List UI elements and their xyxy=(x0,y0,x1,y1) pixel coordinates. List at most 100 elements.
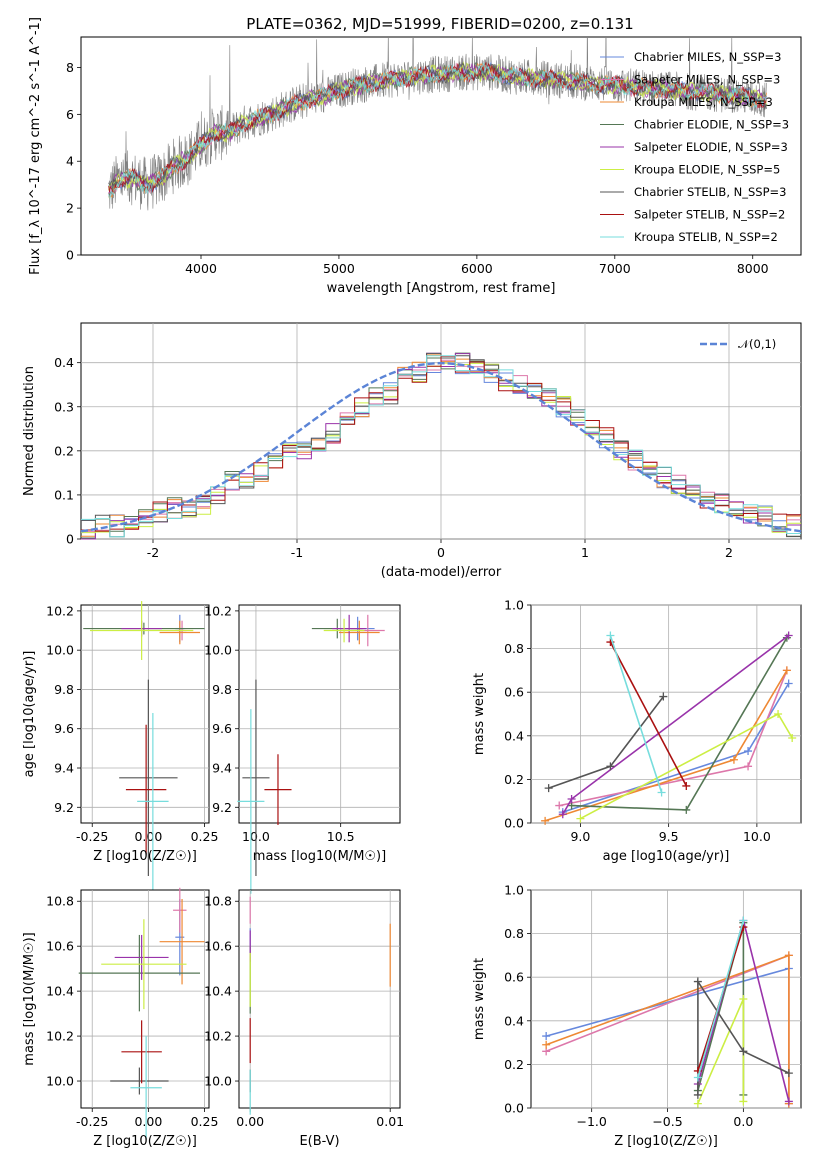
weight-marker xyxy=(739,916,748,925)
spectrum-xtick-label: 5000 xyxy=(323,261,355,276)
weight-marker xyxy=(542,1032,551,1041)
spectrum-xlabel: wavelength [Angstrom, rest frame] xyxy=(327,281,556,296)
mass-vs-Z-xtick-label: -0.25 xyxy=(76,1114,108,1129)
mass-vs-Z-xtick-label: 0.00 xyxy=(134,1114,162,1129)
mass-vs-EBV-axes: 0.00 0.01 10.0 10.2 10.4 10.6 10.8 E(B-V) xyxy=(204,889,404,1149)
weight-vs-Z-xlabel: Z [log10(Z/Z☉)] xyxy=(614,1134,718,1149)
residuals-xlabel: (data-model)/error xyxy=(381,565,502,580)
histogram-kroupa-stelib xyxy=(81,355,801,538)
spectrum-frame xyxy=(80,36,802,256)
weight-marker xyxy=(544,784,553,793)
weight-vs-age-ytick-label: 0.8 xyxy=(504,641,524,656)
weight-marker xyxy=(682,781,691,790)
weight-vs-age-ytick-label: 0.4 xyxy=(504,728,524,743)
age-vs-Z-ytick-label: 10.2 xyxy=(46,603,74,618)
mass-vs-Z-ytick-label: 10.6 xyxy=(46,939,74,954)
weight-marker xyxy=(729,755,738,764)
weight-marker xyxy=(788,733,797,742)
weight-vs-age-xlabel: age [log10(age/yr)] xyxy=(603,849,730,864)
weight-marker xyxy=(784,631,793,640)
spectrum-xtick-label: 7000 xyxy=(599,261,631,276)
weight-marker xyxy=(682,805,691,814)
legend-label: Salpeter MILES, N_SSP=3 xyxy=(634,73,780,87)
mass-vs-EBV-xtick-label: 0.01 xyxy=(376,1114,404,1129)
mass-vs-Z-ytick-label: 10.4 xyxy=(46,984,74,999)
age-vs-mass-ytick-label: 9.2 xyxy=(212,800,232,815)
weight-vs-Z-axes: −1.0 −0.5 0.0 0.0 0.2 0.4 0.6 0.8 1.0 Z [log10(Z/… xyxy=(472,883,802,1149)
age-vs-Z-ytick-label: 9.4 xyxy=(54,761,74,776)
residuals-ylabel: Normed distribution xyxy=(22,366,37,496)
weight-vs-Z-xtick-label: −1.0 xyxy=(576,1114,606,1129)
legend-label: Chabrier ELODIE, N_SSP=3 xyxy=(634,118,789,132)
mass-vs-EBV-frame xyxy=(238,889,401,1109)
weight-line-kroupa-stelib xyxy=(697,920,745,1078)
age-vs-mass-frame xyxy=(238,604,401,824)
weight-vs-age-ytick-label: 0.0 xyxy=(504,816,524,831)
weight-marker xyxy=(693,1073,702,1082)
spectrum-axes: 4000 5000 6000 7000 8000 0 2 4 6 8 wavelength [Ang… xyxy=(28,17,802,296)
residuals-ytick-label: 0.2 xyxy=(54,443,74,458)
weight-marker xyxy=(744,762,753,771)
mass-vs-Z-xlabel: Z [log10(Z/Z☉)] xyxy=(93,1134,197,1149)
weight-marker xyxy=(558,810,567,819)
mass-vs-Z-ytick-label: 10.2 xyxy=(46,1029,74,1044)
weight-vs-age-ytick-label: 0.6 xyxy=(504,685,524,700)
weight-line-chabrier-stelib xyxy=(697,978,790,1095)
residuals-ytick-label: 0.3 xyxy=(54,399,74,414)
age-vs-Z-ytick-label: 9.8 xyxy=(54,682,74,697)
weight-marker xyxy=(576,814,585,823)
weight-vs-age-xtick-label: 9.0 xyxy=(570,829,590,844)
weight-vs-age-xtick-label: 9.5 xyxy=(659,829,679,844)
weight-marker xyxy=(606,762,615,771)
weight-marker xyxy=(541,816,550,825)
weight-marker xyxy=(784,1069,793,1078)
age-vs-mass-ytick-label: 9.8 xyxy=(212,682,232,697)
age-vs-Z-xtick-label: 0.25 xyxy=(191,829,219,844)
weight-marker xyxy=(542,1040,551,1049)
legend-label: Chabrier STELIB, N_SSP=3 xyxy=(634,185,786,199)
mass-vs-Z-ytick-label: 10.8 xyxy=(46,894,74,909)
weight-marker xyxy=(693,977,702,986)
spectrum-ytick-label: 8 xyxy=(66,60,74,75)
weight-vs-Z-ytick-label: 0.6 xyxy=(504,970,524,985)
weight-marker xyxy=(744,747,753,756)
spectrum-ytick-label: 4 xyxy=(66,154,74,169)
weight-vs-age-xtick-label: 10.0 xyxy=(743,829,771,844)
weight-line-chabrier-miles xyxy=(545,967,790,1037)
mass-vs-EBV-ytick-label: 10.4 xyxy=(204,984,232,999)
residuals-xtick-label: 1 xyxy=(581,545,589,560)
weight-line-salpeter-miles xyxy=(559,670,788,807)
weight-marker xyxy=(774,710,783,718)
legend-label: 𝒩(0,1) xyxy=(738,337,776,351)
spectrum-ytick-label: 6 xyxy=(66,107,74,122)
weight-marker xyxy=(739,1097,748,1106)
residuals-ytick-label: 0 xyxy=(66,532,74,547)
residuals-xtick-label: -1 xyxy=(291,545,303,560)
mass-vs-Z-frame xyxy=(80,889,210,1109)
spectrum-plot xyxy=(108,37,767,211)
age-vs-Z-ylabel: age [log10(age/yr)] xyxy=(22,651,37,778)
age-vs-Z-xlabel: Z [log10(Z/Z☉)] xyxy=(93,849,197,864)
model-line-kroupa-stelib xyxy=(108,62,767,199)
mass-vs-Z-ylabel: mass [log10(M/M☉)] xyxy=(22,932,37,1065)
spectrum-xtick-label: 8000 xyxy=(737,261,769,276)
age-vs-Z-frame xyxy=(80,604,210,824)
mass-vs-Z-ytick-label: 10.0 xyxy=(46,1074,74,1089)
model-line-kroupa-elodie xyxy=(108,61,767,191)
legend-label: Kroupa MILES, N_SSP=3 xyxy=(634,95,773,109)
weight-marker xyxy=(739,995,748,1003)
spectrum-ytick-label: 0 xyxy=(66,248,74,263)
weight-marker xyxy=(659,692,668,701)
age-vs-mass-ytick-label: 9.6 xyxy=(212,721,232,736)
mass-vs-EBV-ytick-label: 10.0 xyxy=(204,1074,232,1089)
age-vs-Z-xtick-label: -0.25 xyxy=(76,829,108,844)
weight-marker xyxy=(657,788,666,797)
weight-marker xyxy=(784,951,793,960)
spectrum-xtick-label: 6000 xyxy=(461,261,493,276)
normal-curve-line xyxy=(80,361,802,533)
mass-vs-Z-axes: -0.25 0.00 0.25 10.0 10.2 10.4 10.6 10.8 Z [log1… xyxy=(22,887,218,1149)
weight-vs-Z-ytick-label: 0.4 xyxy=(504,1013,524,1028)
mass-vs-EBV-ytick-label: 10.6 xyxy=(204,939,232,954)
